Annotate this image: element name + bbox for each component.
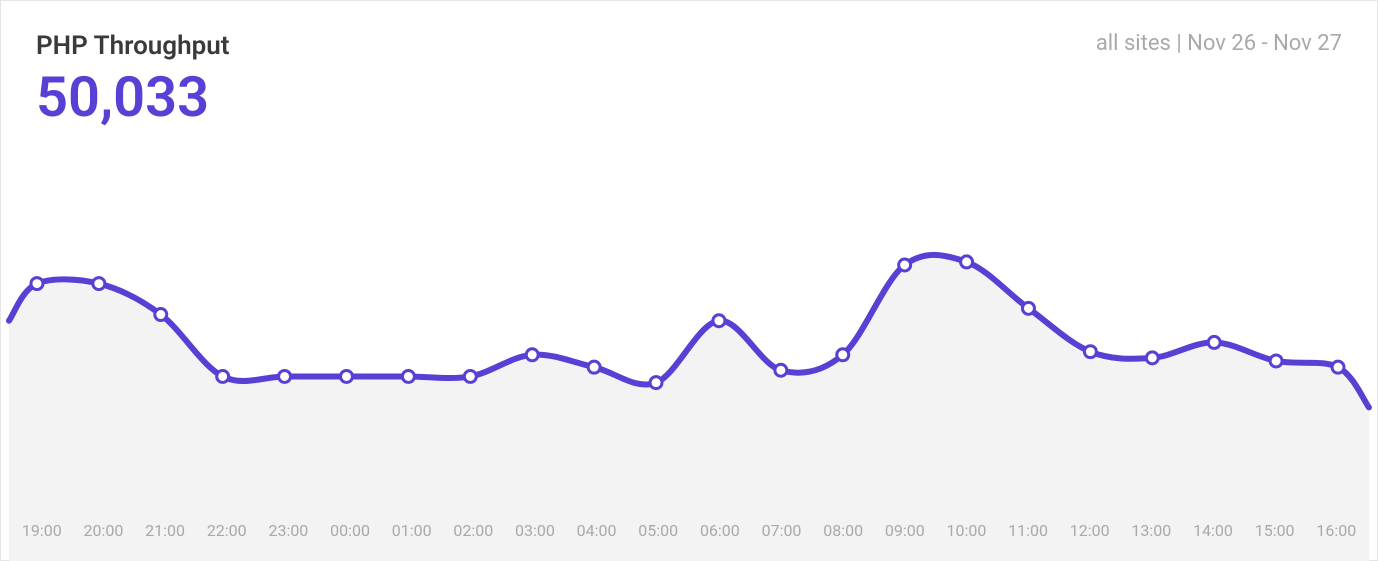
x-tick-label: 22:00 [196, 521, 258, 540]
data-point[interactable] [1332, 361, 1344, 373]
data-point[interactable] [1270, 355, 1282, 367]
x-tick-label: 09:00 [874, 521, 936, 540]
x-tick-label: 07:00 [751, 521, 813, 540]
data-point[interactable] [464, 370, 476, 382]
data-point[interactable] [31, 278, 43, 290]
x-tick-label: 08:00 [812, 521, 874, 540]
x-tick-label: 00:00 [319, 521, 381, 540]
data-point[interactable] [1146, 352, 1158, 364]
data-point[interactable] [961, 256, 973, 268]
data-point[interactable] [775, 364, 787, 376]
data-point[interactable] [1208, 336, 1220, 348]
x-tick-label: 11:00 [997, 521, 1059, 540]
x-tick-label: 14:00 [1182, 521, 1244, 540]
x-tick-label: 02:00 [442, 521, 504, 540]
x-tick-label: 04:00 [566, 521, 628, 540]
x-tick-label: 03:00 [504, 521, 566, 540]
chart-area: 19:0020:0021:0022:0023:0000:0001:0002:00… [1, 1, 1377, 560]
x-tick-label: 06:00 [689, 521, 751, 540]
data-point[interactable] [340, 370, 352, 382]
throughput-card: PHP Throughput 50,033 all sites | Nov 26… [0, 0, 1378, 561]
x-tick-label: 20:00 [73, 521, 135, 540]
x-tick-label: 21:00 [134, 521, 196, 540]
x-axis-labels: 19:0020:0021:0022:0023:0000:0001:0002:00… [11, 521, 1367, 540]
data-point[interactable] [93, 278, 105, 290]
data-point[interactable] [650, 377, 662, 389]
data-point[interactable] [279, 370, 291, 382]
data-point[interactable] [837, 349, 849, 361]
x-tick-label: 23:00 [258, 521, 320, 540]
data-point[interactable] [588, 361, 600, 373]
x-tick-label: 16:00 [1305, 521, 1367, 540]
x-tick-label: 13:00 [1121, 521, 1183, 540]
data-point[interactable] [1022, 302, 1034, 314]
data-point[interactable] [402, 370, 414, 382]
data-point[interactable] [1084, 346, 1096, 358]
area-fill [9, 255, 1369, 561]
x-tick-label: 12:00 [1059, 521, 1121, 540]
data-point[interactable] [155, 309, 167, 321]
data-point[interactable] [526, 349, 538, 361]
x-tick-label: 10:00 [936, 521, 998, 540]
x-tick-label: 15:00 [1244, 521, 1306, 540]
x-tick-label: 05:00 [627, 521, 689, 540]
data-point[interactable] [899, 259, 911, 271]
data-point[interactable] [217, 370, 229, 382]
line-chart[interactable] [1, 1, 1377, 561]
data-point[interactable] [713, 315, 725, 327]
x-tick-label: 01:00 [381, 521, 443, 540]
x-tick-label: 19:00 [11, 521, 73, 540]
